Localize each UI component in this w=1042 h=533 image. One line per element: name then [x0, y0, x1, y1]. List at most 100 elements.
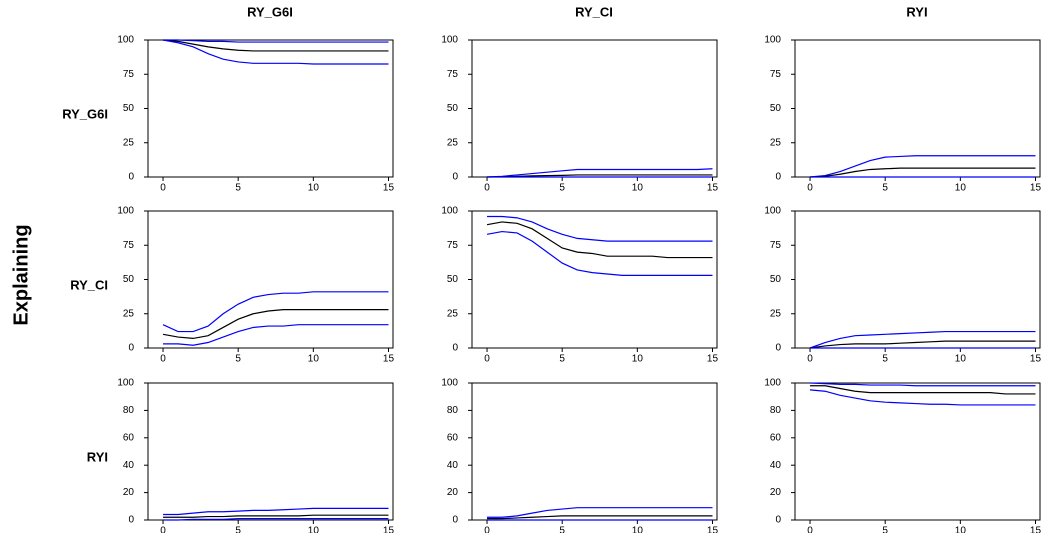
y-tick-label: 25: [770, 308, 782, 319]
y-tick-label: 75: [770, 69, 782, 80]
series-line: [162, 309, 389, 340]
side-label: Explaining: [10, 224, 32, 325]
x-tick-label: 0: [160, 354, 166, 365]
y-tick-label: 25: [447, 137, 459, 148]
x-tick-label: 5: [559, 183, 565, 194]
x-tick-label: 10: [632, 526, 644, 533]
y-tick-label: 50: [770, 103, 782, 114]
x-tick-label: 15: [1030, 354, 1042, 365]
x-tick-label: 5: [235, 354, 241, 365]
x-tick-label: 0: [807, 526, 813, 533]
row-label: RYI: [87, 449, 108, 464]
plot-frame: [794, 382, 1041, 521]
series-line: [487, 215, 713, 242]
y-tick-label: 100: [117, 35, 134, 46]
x-tick-label: 15: [1030, 183, 1042, 194]
series-line: [162, 291, 389, 333]
plot-frame: [471, 210, 718, 349]
y-tick-label: 75: [447, 69, 459, 80]
x-tick-label: 10: [632, 183, 644, 194]
plot-frame: [147, 39, 394, 178]
x-tick-label: 10: [632, 354, 644, 365]
y-tick-label: 100: [441, 378, 458, 389]
x-tick-label: 15: [707, 354, 719, 365]
y-tick-label: 25: [447, 308, 459, 319]
x-tick-label: 10: [955, 183, 967, 194]
x-tick-label: 15: [707, 526, 719, 533]
x-tick-label: 0: [484, 183, 490, 194]
y-tick-label: 60: [770, 432, 782, 443]
series-line: [163, 39, 389, 43]
series-line: [486, 221, 713, 259]
x-tick-label: 15: [707, 183, 719, 194]
plot-frame: [471, 39, 718, 178]
column-title: RY_CI: [575, 4, 613, 19]
x-tick-label: 5: [882, 183, 888, 194]
plot-frame: [794, 210, 1041, 349]
plot-frame: [794, 39, 1041, 178]
x-tick-label: 5: [235, 526, 241, 533]
x-tick-label: 0: [807, 183, 813, 194]
x-tick-label: 10: [308, 183, 320, 194]
y-tick-label: 0: [775, 515, 781, 526]
x-tick-label: 15: [383, 354, 395, 365]
x-tick-label: 0: [160, 526, 166, 533]
x-tick-label: 5: [882, 526, 888, 533]
series-line: [487, 515, 713, 520]
y-tick-label: 0: [452, 515, 458, 526]
series-line: [163, 507, 389, 516]
x-tick-label: 10: [308, 526, 320, 533]
series-line: [809, 330, 1036, 349]
y-tick-label: 50: [123, 274, 135, 285]
y-tick-label: 100: [117, 206, 134, 217]
column-title: RY_G6I: [247, 4, 293, 19]
y-tick-label: 75: [447, 240, 459, 251]
series-line: [486, 230, 713, 276]
x-tick-label: 15: [383, 526, 395, 533]
y-tick-label: 60: [123, 432, 135, 443]
series-line: [810, 385, 1036, 395]
series-line: [162, 39, 389, 52]
x-tick-label: 15: [383, 183, 395, 194]
y-tick-label: 25: [123, 308, 135, 319]
x-tick-label: 10: [955, 354, 967, 365]
y-tick-label: 0: [128, 515, 134, 526]
x-tick-label: 5: [235, 183, 241, 194]
y-tick-label: 0: [128, 343, 134, 354]
series-line: [487, 507, 713, 518]
y-tick-label: 0: [128, 172, 134, 183]
y-tick-label: 40: [447, 460, 459, 471]
y-tick-label: 50: [770, 274, 782, 285]
y-tick-label: 20: [770, 487, 782, 498]
x-tick-label: 0: [807, 354, 813, 365]
y-tick-label: 20: [447, 487, 459, 498]
x-tick-label: 0: [484, 526, 490, 533]
y-tick-label: 60: [447, 432, 459, 443]
y-tick-label: 0: [452, 172, 458, 183]
y-tick-label: 100: [117, 378, 134, 389]
column-title: RYI: [906, 4, 927, 19]
y-tick-label: 100: [441, 35, 458, 46]
y-tick-label: 0: [775, 172, 781, 183]
y-tick-label: 100: [764, 378, 781, 389]
series-line: [162, 39, 389, 65]
series-line: [810, 167, 1036, 178]
y-tick-label: 100: [441, 206, 458, 217]
y-tick-label: 100: [764, 35, 781, 46]
y-tick-label: 0: [775, 343, 781, 354]
x-tick-label: 0: [484, 354, 490, 365]
series-line: [163, 514, 389, 518]
x-tick-label: 5: [559, 526, 565, 533]
x-tick-label: 0: [160, 183, 166, 194]
y-tick-label: 100: [764, 206, 781, 217]
series-line: [809, 389, 1036, 406]
row-label: RY_G6I: [62, 106, 108, 121]
series-line: [487, 174, 713, 178]
y-tick-label: 25: [123, 137, 135, 148]
series-line: [810, 382, 1036, 387]
y-tick-label: 20: [123, 487, 135, 498]
y-tick-label: 0: [452, 343, 458, 354]
x-tick-label: 10: [955, 526, 967, 533]
x-tick-label: 5: [882, 354, 888, 365]
series-line: [487, 168, 713, 178]
